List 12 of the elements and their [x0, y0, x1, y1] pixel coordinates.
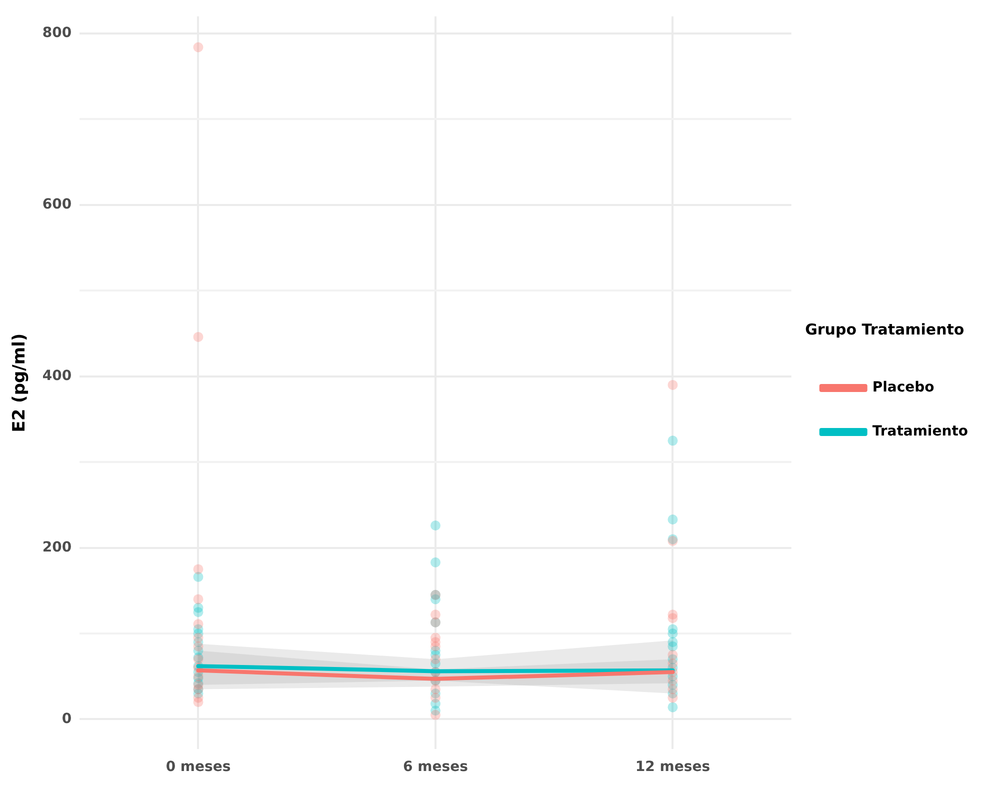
x-tick-label: 6 meses [403, 759, 468, 776]
y-tick-label: 800 [42, 25, 72, 42]
y-tick-label: 200 [42, 539, 72, 556]
y-tick-label: 600 [42, 196, 72, 213]
y-axis-title: E2 (pg/ml) [10, 333, 30, 432]
legend-label: Placebo [872, 380, 935, 396]
y-tick-label: 400 [42, 368, 72, 384]
x-tick-label: 0 meses [166, 759, 231, 776]
legend-title: Grupo Tratamiento [805, 320, 964, 338]
y-tick-label: 0 [62, 710, 72, 727]
legend-label: Tratamiento [872, 424, 968, 440]
x-tick-label: 12 meses [635, 759, 710, 776]
